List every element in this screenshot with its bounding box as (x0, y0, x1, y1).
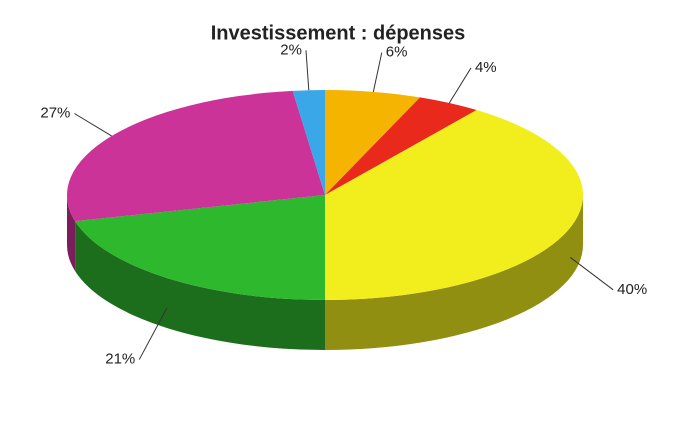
leader-line (372, 52, 383, 92)
leader-line (74, 113, 112, 137)
slice (325, 97, 477, 195)
data-label: 21% (105, 351, 135, 368)
leader-line (138, 307, 168, 360)
leader-line (570, 257, 614, 291)
data-label: 40% (617, 281, 647, 298)
slice (292, 90, 325, 195)
data-label: 27% (40, 104, 70, 121)
slice-side (67, 195, 76, 272)
data-label: 4% (475, 59, 497, 76)
slice (325, 110, 584, 300)
slice-side (325, 195, 583, 350)
slice (67, 90, 326, 222)
slice (325, 90, 420, 195)
data-label: 2% (280, 41, 302, 58)
chart-title: Investissement : dépenses (211, 22, 466, 44)
leader-line (448, 67, 472, 104)
slice (75, 195, 325, 300)
leader-line (305, 50, 310, 91)
data-label: 6% (386, 44, 408, 61)
slice-side (75, 221, 325, 350)
